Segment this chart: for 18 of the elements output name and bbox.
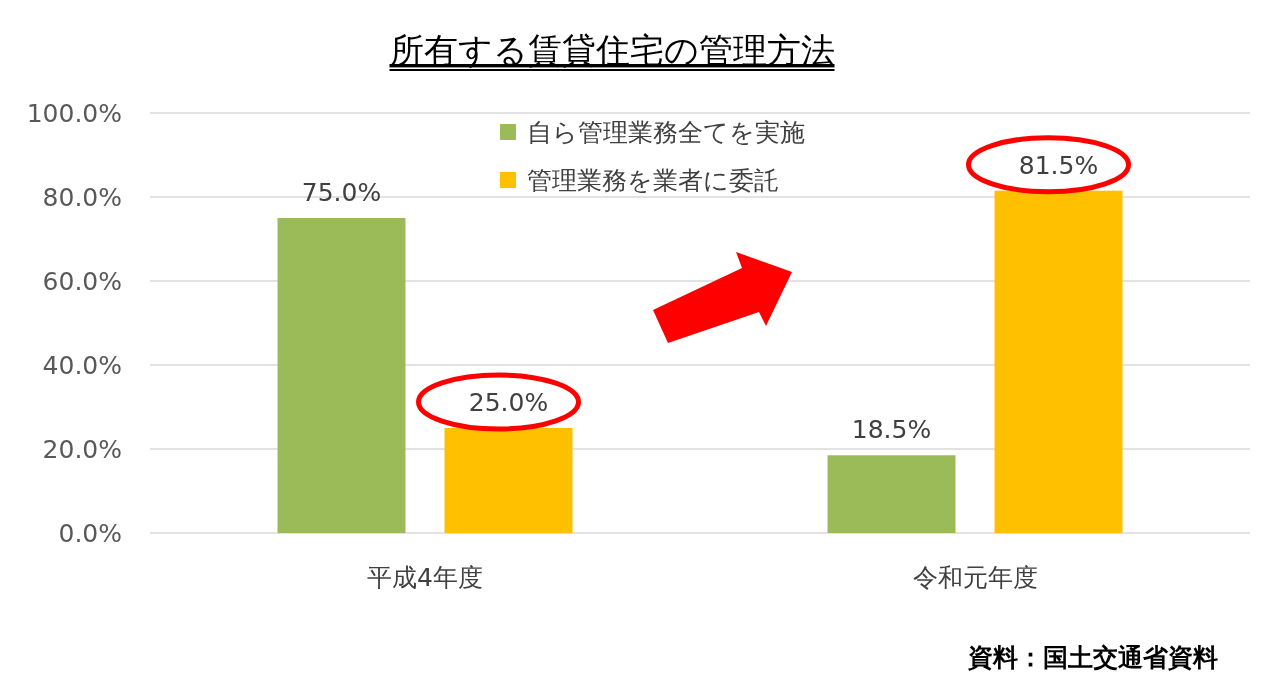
y-tick-label: 60.0% (42, 267, 122, 296)
y-tick-label: 0.0% (58, 519, 122, 548)
bar (827, 455, 956, 533)
data-label: 75.0% (301, 178, 382, 207)
chart-title: 所有する賃貸住宅の管理方法 (389, 30, 835, 70)
data-label: 25.0% (468, 388, 549, 417)
legend-label: 自ら管理業務全てを実施 (527, 118, 805, 147)
data-label: 81.5% (1018, 150, 1099, 180)
y-tick-label: 40.0% (42, 351, 122, 380)
legend-label: 管理業務を業者に委託 (527, 166, 779, 195)
y-tick-label: 20.0% (42, 435, 122, 464)
x-tick-label: 平成4年度 (367, 563, 483, 592)
y-tick-label: 100.0% (26, 99, 122, 128)
x-tick-label: 令和元年度 (912, 563, 1038, 592)
y-tick-label: 80.0% (42, 183, 122, 212)
text: 資料：国土交通省資料 (967, 643, 1218, 672)
data-label: 18.5% (851, 415, 932, 445)
bar (277, 218, 406, 533)
